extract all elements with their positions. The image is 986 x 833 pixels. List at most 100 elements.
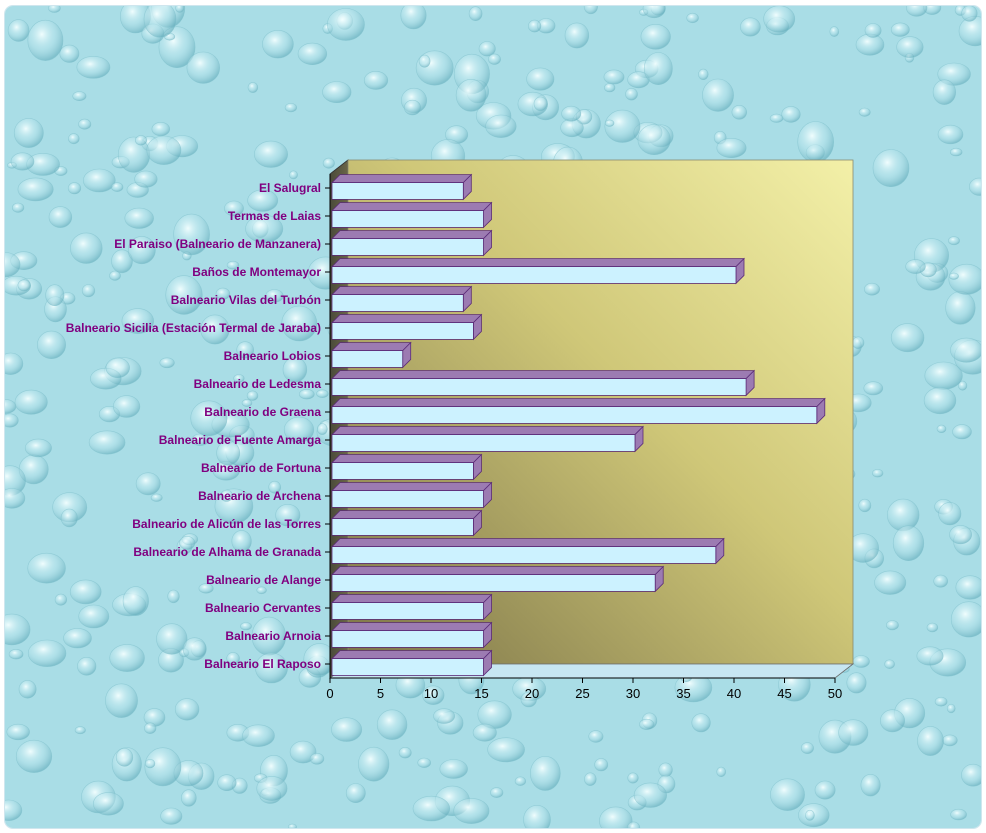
water-drop: [412, 795, 451, 822]
bar-top-face: [331, 314, 483, 324]
water-drop: [226, 260, 240, 270]
water-drop: [345, 783, 366, 804]
water-drop: [289, 170, 298, 180]
water-drop: [93, 792, 124, 816]
water-drop: [948, 272, 959, 280]
water-drop: [763, 6, 796, 33]
water-drop: [265, 289, 284, 303]
water-drop: [858, 107, 871, 117]
water-drop: [487, 737, 525, 763]
water-drop: [945, 291, 976, 325]
water-drop: [135, 135, 148, 146]
bar: [331, 565, 665, 593]
water-drop: [829, 26, 840, 37]
water-drop: [5, 613, 31, 646]
water-drop: [27, 639, 67, 667]
water-drop: [604, 83, 616, 93]
bar-front-face: [331, 182, 464, 200]
water-drop: [200, 314, 230, 345]
water-drop: [109, 270, 121, 281]
water-drop: [604, 109, 641, 143]
bar: [331, 229, 493, 257]
water-drop: [702, 78, 734, 112]
water-drop: [637, 124, 671, 156]
water-drop: [215, 287, 231, 300]
water-drop: [526, 67, 555, 91]
category-label: Balneario de Alicún de las Torres: [132, 517, 321, 531]
water-drop: [322, 157, 335, 169]
bar-top-face: [331, 454, 483, 464]
bar-top-face: [331, 230, 493, 240]
water-drop: [220, 489, 233, 502]
water-drop: [105, 683, 138, 718]
bar-top-face: [331, 482, 493, 492]
water-drop: [275, 504, 301, 527]
water-drop: [472, 723, 497, 742]
water-drop: [179, 536, 196, 550]
water-drop: [254, 140, 289, 168]
water-drop: [933, 574, 949, 588]
water-drop: [105, 357, 130, 378]
water-drop: [5, 488, 26, 509]
water-drop: [77, 656, 97, 676]
water-drop: [233, 374, 245, 383]
bar-front-face: [331, 546, 717, 564]
water-drop: [326, 8, 365, 41]
water-drop: [838, 719, 869, 746]
bar-front-face: [331, 406, 818, 424]
bar-front-face: [331, 378, 747, 396]
water-drop: [60, 508, 78, 528]
water-drop: [599, 806, 633, 828]
water-drop: [146, 135, 182, 165]
bar-front-face: [331, 490, 484, 508]
bar-top-face: [331, 538, 725, 547]
water-drop: [948, 236, 960, 246]
water-drop: [245, 214, 284, 243]
water-drop: [884, 659, 895, 669]
water-drop: [297, 42, 328, 66]
bar: [331, 397, 826, 425]
water-drop: [78, 604, 110, 629]
bar: [331, 257, 745, 285]
water-drop: [952, 424, 972, 440]
water-drop: [67, 182, 82, 195]
water-drop: [924, 361, 963, 390]
water-drop: [942, 734, 958, 747]
chart-container: El Salugral Termas de Laias El Paraiso (Ba…: [5, 6, 981, 828]
water-drop: [658, 762, 673, 778]
bar: [331, 313, 483, 341]
water-drop: [872, 149, 910, 188]
water-drop: [14, 389, 48, 415]
water-drop: [5, 252, 21, 278]
water-drop: [916, 646, 944, 666]
water-drop: [418, 54, 431, 68]
water-drop: [358, 746, 390, 782]
water-drop: [886, 620, 899, 631]
water-drop: [69, 579, 102, 605]
water-drop: [262, 30, 294, 59]
water-drop: [906, 6, 928, 17]
water-drop: [864, 23, 882, 38]
water-drop: [246, 390, 259, 401]
water-drop: [331, 717, 363, 742]
category-label: Balneario de Archena: [198, 489, 321, 503]
water-drop: [969, 177, 981, 196]
water-drop: [957, 380, 968, 391]
water-drop: [890, 323, 925, 353]
water-drop: [740, 17, 761, 37]
water-drop: [216, 440, 241, 466]
water-drop: [896, 36, 924, 58]
water-drop: [561, 105, 582, 122]
water-drop: [63, 628, 92, 649]
water-drop: [135, 472, 161, 496]
water-drop: [5, 352, 24, 375]
water-drop: [433, 708, 456, 724]
water-drop: [109, 644, 145, 672]
water-drop: [48, 6, 61, 13]
water-drop: [797, 121, 835, 163]
bar-top-face: [331, 398, 826, 408]
bar-front-face: [331, 350, 404, 368]
water-drop: [950, 337, 981, 363]
water-drop: [27, 19, 64, 61]
water-drop: [594, 758, 609, 772]
